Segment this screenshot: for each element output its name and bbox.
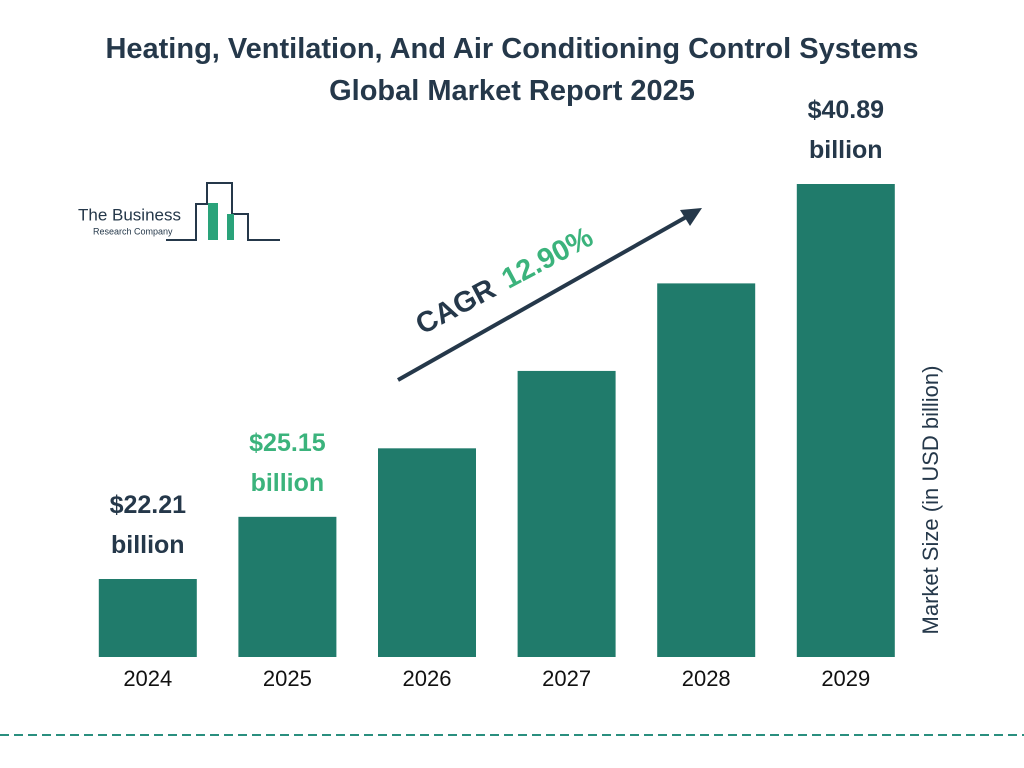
x-tick-label: 2027 — [542, 666, 591, 691]
bar — [796, 184, 895, 657]
bar — [98, 579, 197, 657]
bar — [378, 448, 476, 657]
bar — [238, 516, 337, 657]
cagr-arrow-head — [680, 208, 702, 226]
logo-outline — [166, 182, 280, 241]
cagr-value: 12.90% — [496, 221, 598, 296]
data-label: $40.89 billion — [807, 96, 885, 164]
logo-text: The Business — [78, 205, 181, 224]
bar — [517, 370, 616, 657]
y-axis-label: Market Size (in USD billion) — [918, 366, 943, 635]
x-tick-label: 2026 — [403, 666, 452, 691]
x-tick-label: 2025 — [263, 666, 312, 691]
logo-bar — [227, 214, 234, 240]
x-tick-label: 2024 — [123, 666, 172, 691]
data-label: $22.21 billion — [109, 491, 187, 559]
cagr-arrow — [397, 214, 689, 382]
x-tick-label: 2028 — [682, 666, 731, 691]
chart-title: Heating, Ventilation, And Air Conditioni… — [105, 33, 919, 107]
logo: The Business Research Company — [78, 182, 280, 241]
bar — [657, 283, 756, 657]
logo-subtext: Research Company — [93, 226, 173, 236]
x-tick-label: 2029 — [821, 666, 870, 691]
logo-bar — [208, 203, 218, 240]
data-label: $25.15 billion — [249, 428, 326, 497]
